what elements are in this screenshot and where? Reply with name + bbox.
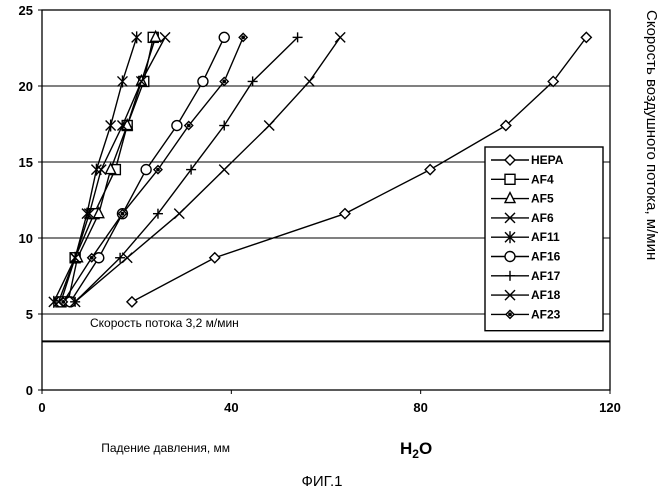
- series-af16: [65, 32, 229, 306]
- flow-speed-annotation: Скорость потока 3,2 м/мин: [90, 316, 239, 330]
- y-tick-label: 20: [19, 79, 33, 94]
- legend-marker: [505, 174, 515, 184]
- legend-label: AF5: [531, 192, 554, 206]
- y-tick-label: 25: [19, 3, 33, 18]
- data-point: [425, 165, 435, 175]
- legend-marker: [505, 252, 515, 262]
- y-tick-label: 10: [19, 231, 33, 246]
- y-tick-label: 0: [26, 383, 33, 398]
- data-point: [210, 253, 220, 263]
- data-point: [127, 297, 137, 307]
- legend-label: AF23: [531, 307, 561, 321]
- series-af23: [59, 33, 247, 305]
- data-point: [198, 76, 208, 86]
- data-point: [335, 32, 345, 42]
- data-point: [172, 121, 182, 131]
- y-axis-label: Скорость воздушного потока, м/мин: [643, 10, 660, 260]
- data-point: [141, 165, 151, 175]
- legend-label: HEPA: [531, 153, 564, 167]
- data-point: [239, 33, 247, 41]
- x-axis-unit-rest: O: [419, 439, 432, 458]
- legend-label: AF17: [531, 269, 561, 283]
- series-af11: [49, 31, 142, 307]
- data-point: [304, 76, 314, 86]
- y-tick-label: 5: [26, 307, 33, 322]
- series-af17: [70, 32, 302, 306]
- legend-label: AF18: [531, 288, 561, 302]
- x-axis-unit: H2O: [400, 439, 432, 461]
- data-point: [340, 209, 350, 219]
- legend-label: AF11: [531, 230, 560, 244]
- x-axis-unit-text: H: [400, 439, 412, 458]
- data-point: [106, 120, 116, 132]
- data-point: [160, 32, 170, 42]
- x-tick-label: 0: [38, 400, 45, 415]
- y-tick-label: 15: [19, 155, 33, 170]
- x-tick-label: 120: [599, 400, 621, 415]
- x-tick-label: 40: [224, 400, 238, 415]
- data-point: [219, 32, 229, 42]
- legend: HEPA AF4 AF5 AF6 AF11 AF16 AF17 AF18 AF23: [485, 147, 603, 331]
- x-tick-label: 80: [413, 400, 427, 415]
- data-point: [219, 165, 229, 175]
- data-point: [117, 75, 127, 87]
- data-point: [132, 31, 142, 43]
- legend-label: AF16: [531, 250, 561, 264]
- legend-label: AF4: [531, 172, 554, 186]
- data-point: [91, 164, 101, 176]
- data-point: [174, 209, 184, 219]
- figure-caption: ФИГ.1: [302, 473, 343, 490]
- data-point: [264, 121, 274, 131]
- x-axis-label: Падение давления, мм: [101, 441, 230, 455]
- legend-label: AF6: [531, 211, 554, 225]
